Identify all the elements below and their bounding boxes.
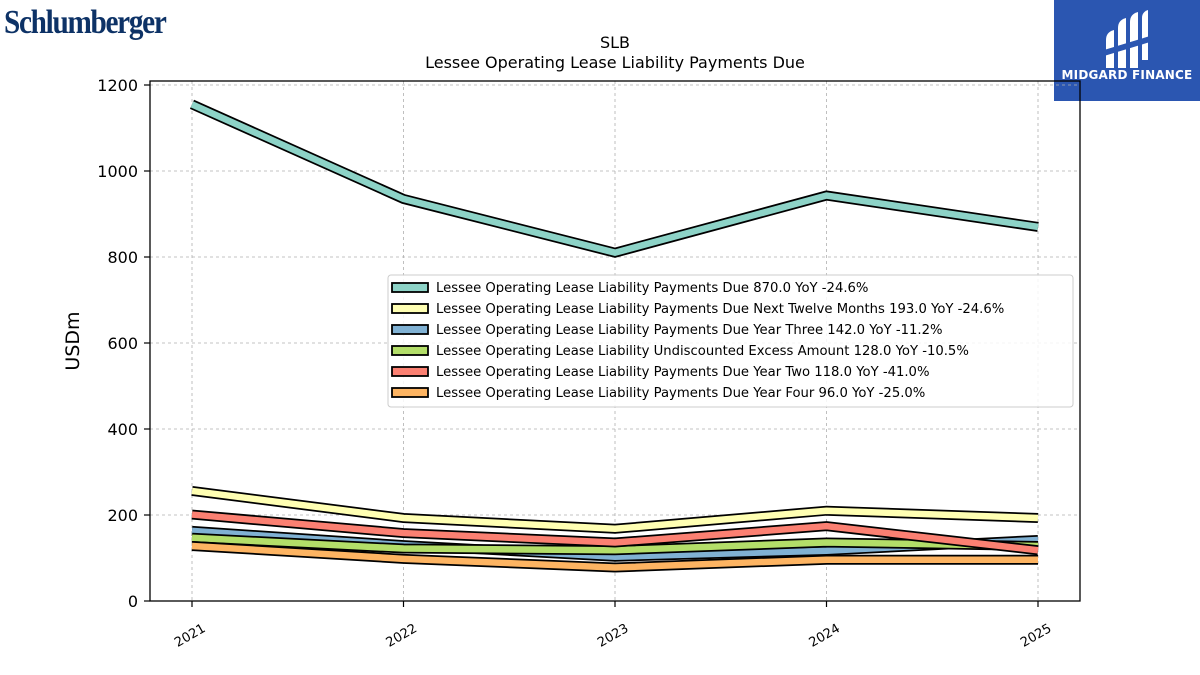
legend-entry: Lessee Operating Lease Liability Payment… [436,281,868,296]
x-tick-label: 2021 [172,621,208,651]
legend-entry: Lessee Operating Lease Liability Payment… [436,386,925,401]
x-tick-label: 2023 [595,621,631,651]
schlumberger-logo: Schlumberger [4,4,167,41]
y-tick-label: 1200 [97,76,138,95]
series-lines [189,99,1039,573]
legend-swatch [391,387,429,398]
badge-label: MIDGARD FINANCE [1061,68,1193,82]
legend-swatch [391,282,429,293]
x-tick-label: 2024 [807,621,843,651]
series-line [191,487,1039,533]
y-tick-label: 0 [128,592,138,611]
legend-box [387,274,1074,408]
legend-entry: Lessee Operating Lease Liability Payment… [436,302,1004,317]
legend-entry: Lessee Operating Lease Liability Payment… [436,323,943,338]
y-tick-label: 1000 [97,162,138,181]
y-axis-label: USDm [62,311,84,370]
legend: Lessee Operating Lease Liability Payment… [387,274,1074,408]
y-tick-label: 400 [107,420,138,439]
chart-subtitle: Lessee Operating Lease Liability Payment… [425,53,805,72]
midgard-monogram-icon [1104,10,1150,68]
midgard-finance-badge: MIDGARD FINANCE [1054,0,1200,101]
legend-swatch [391,303,429,314]
legend-swatch [391,366,429,377]
chart-title: SLB [600,33,630,52]
y-tick-label: 800 [107,248,138,267]
legend-swatch [391,345,429,356]
legend-swatch [391,324,429,335]
series-line [191,511,1039,554]
legend-entry: Lessee Operating Lease Liability Payment… [436,365,929,380]
series-line [191,534,1039,554]
series-line [190,101,1039,257]
x-tick-label: 2022 [384,621,420,651]
x-tick-label: 2025 [1018,621,1054,651]
legend-entry: Lessee Operating Lease Liability Undisco… [436,344,969,359]
series-line [191,542,1038,571]
y-tick-label: 600 [107,334,138,353]
y-tick-label: 200 [107,506,138,525]
